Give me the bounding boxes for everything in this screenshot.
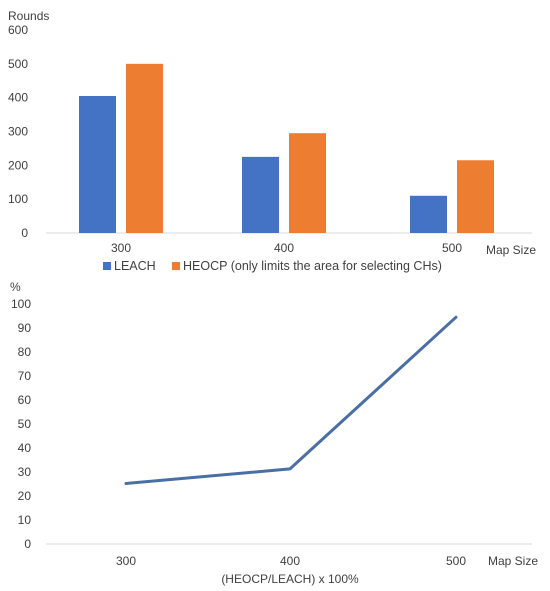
line-chart-y-tick-label: 90 <box>18 321 32 335</box>
line-chart-x-ticks: 300 400 500 <box>116 554 466 568</box>
line-chart-x-tick-label: 300 <box>116 554 136 568</box>
bar-leach-400 <box>242 156 279 233</box>
legend-label-leach: LEACH <box>114 259 156 273</box>
bar-chart-legend: LEACH HEOCP (only limits the area for se… <box>103 259 442 273</box>
bar-heocp-300 <box>126 63 163 234</box>
bar-chart-y-tick-label: 200 <box>8 158 28 172</box>
bar-chart-y-tick-label: 400 <box>8 91 28 105</box>
line-chart-series-line <box>124 315 458 486</box>
line-chart-y-tick-label: 50 <box>18 417 32 431</box>
bar-chart-bars <box>79 63 494 234</box>
line-chart-y-tick-label: 10 <box>18 513 32 527</box>
bar-chart-y-tick-label: 100 <box>8 192 28 206</box>
line-chart-y-ticks: 0 10 20 30 40 50 60 70 80 90 100 <box>11 297 31 551</box>
bar-chart-y-axis-label: Rounds <box>8 9 49 23</box>
bar-chart-x-axis-label: Map Size <box>486 243 536 257</box>
bar-chart-y-tick-label: 500 <box>8 57 28 71</box>
line-chart-y-tick-label: 100 <box>11 297 31 311</box>
bar-chart-y-tick-label: 0 <box>21 226 28 240</box>
bar-chart-x-tick-label: 300 <box>111 241 131 255</box>
line-chart: % Map Size 0 10 20 30 40 50 60 70 80 90 100 300 400… <box>10 280 538 586</box>
bar-chart-y-tick-label: 300 <box>8 125 28 139</box>
legend-label-heocp: HEOCP (only limits the area for selectin… <box>183 259 442 273</box>
line-chart-x-axis-label: Map Size <box>488 554 538 568</box>
line-chart-y-tick-label: 30 <box>18 465 32 479</box>
line-chart-caption: (HEOCP/LEACH) x 100% <box>221 572 359 586</box>
legend-swatch-heocp <box>172 262 180 270</box>
line-chart-y-axis-label: % <box>10 280 21 294</box>
bar-chart-y-tick-label: 600 <box>8 23 28 37</box>
line-chart-y-tick-label: 40 <box>18 441 32 455</box>
bar-chart-x-ticks: 300 400 500 <box>111 241 462 255</box>
legend-swatch-leach <box>103 262 111 270</box>
bar-heocp-400 <box>289 133 326 233</box>
bar-leach-300 <box>79 95 116 233</box>
line-chart-y-tick-label: 60 <box>18 393 32 407</box>
bar-chart: Rounds Map Size 0 100 200 300 400 500 600 300 4… <box>8 9 536 273</box>
line-chart-y-tick-label: 0 <box>24 537 31 551</box>
bar-chart-y-ticks: 0 100 200 300 400 500 600 <box>8 23 28 240</box>
line-chart-x-tick-label: 400 <box>280 554 300 568</box>
line-chart-x-tick-label: 500 <box>446 554 466 568</box>
bar-leach-500 <box>410 195 447 233</box>
bar-heocp-500 <box>457 160 494 233</box>
bar-chart-x-tick-label: 500 <box>442 241 462 255</box>
bar-chart-x-tick-label: 400 <box>274 241 294 255</box>
line-chart-y-tick-label: 20 <box>18 489 32 503</box>
line-chart-y-tick-label: 80 <box>18 345 32 359</box>
line-chart-y-tick-label: 70 <box>18 369 32 383</box>
